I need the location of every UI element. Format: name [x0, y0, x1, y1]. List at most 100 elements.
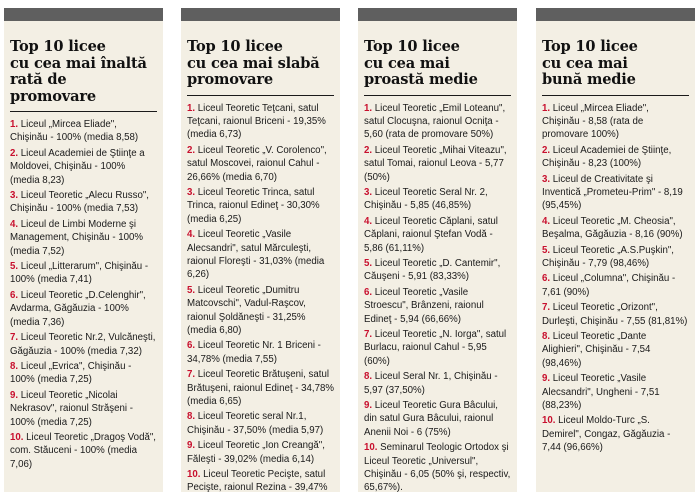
title-line: cu cea mai înaltă	[10, 54, 147, 72]
rank-number: 5.	[10, 261, 19, 273]
title-line: Top 10 licee	[542, 38, 638, 55]
ranking-list: 1. Liceul Teoretic „Emil Loteanu", satul…	[364, 102, 511, 494]
title-line: Top 10 licee	[364, 38, 460, 55]
rank-number: 8.	[10, 360, 19, 372]
rank-number: 1.	[542, 102, 551, 114]
ranking-item: 3. Liceul Teoretic Seral Nr. 2, Chişinău…	[364, 186, 511, 213]
rank-text: Liceul Teoretic „V. Corolenco", satul Mo…	[187, 144, 327, 183]
rank-number: 7.	[187, 369, 196, 381]
rank-number: 8.	[542, 331, 551, 342]
rank-text: Liceul „Evrica", Chişinău - 100% (media …	[10, 360, 132, 386]
ranking-list: 1. Liceul „Mircea Eliade", Chişinău - 10…	[10, 118, 157, 471]
title-line: cu cea mai	[364, 54, 450, 72]
rank-text: Liceul Teoretic „Vasile Alecsandri", Ung…	[542, 373, 660, 412]
ranking-item: 9. Liceul Teoretic „Nicolai Nekrasov", r…	[10, 389, 157, 429]
rank-text: Liceul de Creativitate şi Inventică „Pro…	[542, 173, 683, 212]
ranking-item: 2. Liceul Teoretic „Mihai Viteazu", satu…	[364, 144, 511, 184]
rank-number: 10.	[542, 415, 556, 427]
ranking-item: 6. Liceul Teoretic „D.Celenghir", Avdarm…	[10, 289, 157, 329]
panel-worst-average: Top 10 licee cu cea mai proastă medie 1.…	[358, 8, 517, 494]
rank-number: 6.	[364, 286, 373, 298]
rank-text: Liceul Academiei de Ştiinţe a Moldovei, …	[10, 147, 145, 186]
panel-highest-pass-rate: Top 10 licee cu cea mai înaltă rată de p…	[4, 8, 163, 492]
ranking-item: 6. Liceul Teoretic Nr. 1 Briceni - 34,78…	[187, 339, 334, 366]
ranking-item: 1. Liceul „Mircea Eliade", Chişinău - 10…	[10, 118, 157, 145]
ranking-item: 5. Liceul Teoretic „D. Cantemir", Căuşen…	[364, 257, 511, 284]
rank-number: 10.	[10, 431, 24, 443]
ranking-item: 3. Liceul Teoretic Trinca, satul Trinca,…	[187, 186, 334, 226]
rank-text: Liceul Teoretic seral Nr.1, Chişinău - 3…	[187, 411, 324, 436]
title-line: promovare	[187, 71, 273, 88]
ranking-item: 1. Liceul Teoretic „Emil Loteanu", satul…	[364, 102, 511, 142]
ranking-item: 9. Liceul Teoretic „Vasile Alecsandri", …	[542, 372, 689, 412]
rank-number: 6.	[10, 289, 19, 301]
rank-number: 3.	[364, 186, 373, 198]
rank-text: Liceul Teoretic Brătuşeni, satul Brătuşe…	[187, 369, 335, 408]
title-line: cu cea mai slabă	[187, 54, 320, 72]
rank-number: 7.	[542, 302, 551, 314]
ranking-item: 8. Liceul „Evrica", Chişinău - 100% (med…	[10, 360, 157, 387]
rank-text: Liceul de Limbi Moderne şi Management, C…	[10, 218, 144, 257]
rank-number: 1.	[187, 102, 196, 114]
panel-title: Top 10 licee cu cea mai slabă promovare	[187, 38, 334, 89]
panel-title: Top 10 licee cu cea mai proastă medie	[364, 38, 511, 89]
ranking-item: 10. Liceul Moldo-Turc „S. Demirel", Cong…	[542, 414, 689, 454]
rank-number: 5.	[542, 244, 551, 256]
panel-title: Top 10 licee cu cea mai înaltă rată de p…	[10, 38, 157, 105]
rank-text: Liceul Teoretic „Emil Loteanu", satul Cl…	[364, 102, 506, 141]
rank-number: 8.	[187, 411, 196, 423]
title-divider	[10, 111, 157, 112]
rank-text: Liceul Teoretic Nr. 1 Briceni - 34,78% (…	[187, 340, 321, 365]
rank-number: 4.	[10, 218, 19, 230]
rank-number: 3.	[542, 173, 551, 185]
ranking-item: 2. Liceul Teoretic „V. Corolenco", satul…	[187, 144, 334, 184]
ranking-item: 2. Liceul Academiei de Ştiinţe, Chişinău…	[542, 144, 689, 171]
ranking-item: 10. Liceul Teoretic „Dragoş Vodă", com. …	[10, 431, 157, 471]
title-divider	[187, 94, 334, 96]
rank-text: Liceul Teoretic Gura Bâcului, din satul …	[364, 400, 498, 438]
ranking-item: 4. Liceul Teoretic „Vasile Alecsandri", …	[187, 228, 334, 282]
ranking-item: 9. Liceul Teoretic „Ion Creangă", Făleşt…	[187, 439, 334, 466]
ranking-item: 3. Liceul Teoretic „Alecu Russo", Chişin…	[10, 189, 157, 216]
rank-number: 3.	[187, 186, 196, 198]
rank-text: Liceul Teoretic „Ion Creangă", Făleşti -…	[187, 440, 325, 465]
rank-text: Liceul Teoretic „Dragoş Vodă", com. Stău…	[10, 431, 156, 470]
panel-header-bar	[181, 8, 340, 21]
ranking-item: 7. Liceul Teoretic „N. Iorga", satul Bur…	[364, 328, 511, 368]
rank-number: 10.	[187, 469, 201, 481]
ranking-item: 2. Liceul Academiei de Ştiinţe a Moldove…	[10, 147, 157, 187]
rank-number: 10.	[364, 442, 378, 454]
title-line: rată de promovare	[10, 71, 96, 105]
ranking-item: 1. Liceul Teoretic Teţcani, satul Teţcan…	[187, 102, 334, 142]
ranking-item: 6. Liceul Teoretic „Vasile Stroescu", Br…	[364, 286, 511, 326]
panel-header-bar	[358, 8, 517, 21]
ranking-item: 9. Liceul Teoretic Gura Bâcului, din sat…	[364, 399, 511, 439]
ranking-item: 7. Liceul Teoretic Brătuşeni, satul Brăt…	[187, 368, 334, 408]
title-line: cu cea mai	[542, 54, 628, 72]
panel-title: Top 10 licee cu cea mai bună medie	[542, 38, 689, 89]
rank-number: 4.	[187, 229, 196, 241]
rank-number: 1.	[364, 102, 373, 114]
title-divider	[364, 94, 511, 96]
title-line: proastă medie	[364, 71, 478, 88]
ranking-item: 6. Liceul „Columna", Chişinău - 7,61 (90…	[542, 272, 689, 299]
rank-text: Liceul Teoretic „Orizont", Durleşti, Chi…	[542, 302, 688, 327]
rank-text: Liceul Seral Nr. 1, Chişinău - 5,97 (37,…	[364, 371, 498, 396]
panel-best-average: Top 10 licee cu cea mai bună medie 1. Li…	[536, 8, 695, 492]
ranking-item: 7. Liceul Teoretic „Orizont", Durleşti, …	[542, 301, 689, 328]
rank-text: Liceul Academiei de Ştiinţe, Chişinău - …	[542, 144, 672, 170]
rank-text: Liceul Teoretic „Alecu Russo", Chişinău …	[10, 190, 149, 215]
rank-text: Liceul „Mircea Eliade", Chişinău - 8,58 …	[542, 102, 649, 141]
ranking-item: 10. Seminarul Teologic Ortodox şi Liceul…	[364, 441, 511, 494]
rank-number: 1.	[10, 119, 19, 130]
rank-number: 2.	[364, 144, 373, 156]
title-line: bună medie	[542, 71, 636, 88]
ranking-item: 4. Liceul de Limbi Moderne şi Management…	[10, 218, 157, 258]
ranking-item: 4. Liceul Teoretic „M. Cheosia", Beşalma…	[542, 215, 689, 242]
rank-text: Liceul Teoretic Nr.2, Vulcăneşti, Găgăuz…	[10, 332, 156, 357]
rank-number: 9.	[10, 389, 19, 401]
rank-text: Liceul Teoretic „Dumitru Matcovschi", Va…	[187, 284, 306, 336]
rank-text: Liceul Teoretic „D. Cantemir", Căuşeni -…	[364, 257, 501, 283]
rank-text: Liceul „Columna", Chişinău - 7,61 (90%)	[542, 273, 676, 298]
rank-text: Liceul Teoretic „Dante Alighieri", Chişi…	[542, 331, 651, 369]
